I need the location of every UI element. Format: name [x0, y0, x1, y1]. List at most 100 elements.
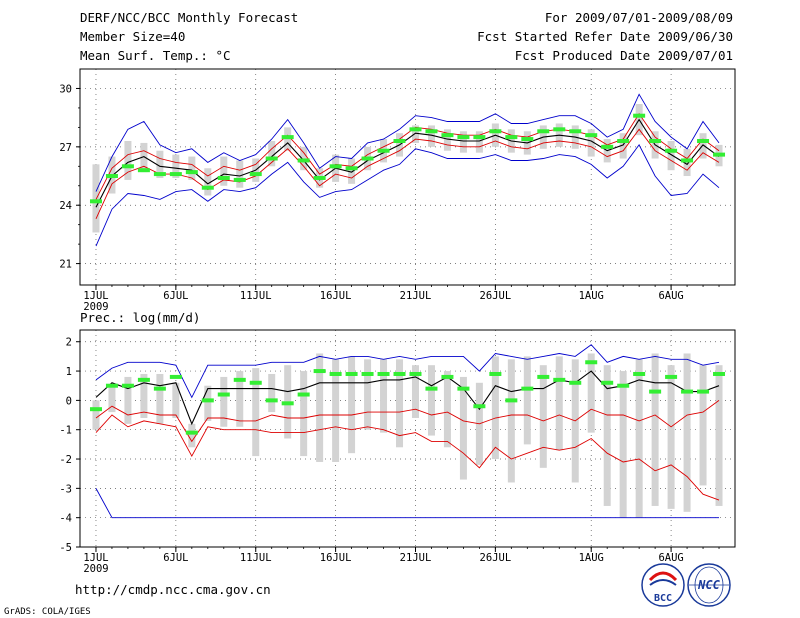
temp-year-label: 2009: [83, 301, 108, 313]
prec-box: [204, 385, 212, 421]
temp-observed-marker: [361, 156, 374, 161]
prec-observed-marker: [681, 389, 694, 394]
prec-observed-marker: [137, 377, 150, 382]
temp-xtick-label: 1JUL: [83, 290, 108, 302]
temp-observed-marker: [649, 139, 662, 143]
prec-observed-marker: [617, 383, 630, 388]
prec-box: [603, 365, 611, 506]
bcc-logo: BCC: [641, 563, 685, 607]
prec-observed-marker: [713, 371, 726, 376]
temp-box: [475, 131, 483, 153]
temp-observed-marker: [489, 129, 502, 134]
prec-observed-marker: [569, 380, 582, 385]
temp-box: [220, 156, 228, 186]
prec-observed-marker: [345, 371, 358, 376]
temp-observed-marker: [281, 135, 294, 140]
prec-xtick-label: 6JUL: [163, 552, 188, 564]
temp-observed-marker: [409, 127, 422, 132]
temp-observed-marker: [473, 135, 486, 140]
temp-xtick-label: 6AUG: [658, 290, 683, 302]
prec-box: [396, 359, 404, 448]
prec-ytick-label: -1: [59, 425, 72, 437]
prec-box: [443, 371, 451, 448]
temp-ytick-label: 21: [59, 259, 72, 271]
temp-observed-marker: [297, 158, 310, 163]
fcst-started-date: Fcst Started Refer Date 2009/06/30: [477, 29, 733, 44]
prec-series-ensemble-max: [95, 344, 720, 399]
prec-box: [683, 353, 691, 512]
temp-observed-marker: [425, 129, 438, 134]
precip-panel-label: Prec.: log(mm/d): [80, 310, 200, 325]
temp-observed-marker: [233, 177, 246, 182]
prec-observed-marker: [201, 398, 214, 403]
temp-observed-marker: [169, 172, 182, 177]
temp-observed-marker: [393, 139, 406, 143]
prec-box: [491, 356, 499, 460]
prec-box: [667, 365, 675, 509]
temp-observed-marker: [105, 174, 118, 179]
temp-series-mean-spread: [95, 112, 720, 200]
temp-box: [124, 141, 132, 180]
prec-observed-marker: [473, 404, 486, 409]
temp-xtick-label: 21JUL: [400, 290, 432, 302]
prec-observed-marker: [393, 371, 406, 376]
prec-xtick-label: 6AUG: [658, 552, 683, 564]
temp-observed-marker: [185, 170, 198, 175]
prec-observed-marker: [537, 374, 550, 379]
temp-observed-marker: [633, 113, 646, 118]
temp-box: [92, 164, 100, 233]
prec-observed-marker: [105, 383, 118, 388]
bcc-logo-text: BCC: [654, 593, 672, 604]
temp-box: [172, 154, 180, 178]
prec-box: [332, 359, 340, 462]
prec-observed-marker: [217, 392, 230, 397]
temp-observed-marker: [217, 175, 230, 180]
temp-observed-marker: [505, 135, 518, 140]
prec-series-ensemble-min: [95, 488, 719, 519]
prec-box: [268, 373, 276, 413]
prec-observed-marker: [233, 377, 246, 382]
temp-box: [268, 141, 276, 167]
temp-observed-marker: [153, 172, 166, 177]
chart-title: DERF/NCC/BCC Monthly Forecast: [80, 10, 298, 25]
temp-ytick-label: 24: [59, 200, 72, 212]
prec-box: [220, 376, 228, 427]
temp-observed-marker: [265, 156, 278, 161]
temp-observed-marker: [313, 175, 326, 180]
prec-box: [587, 353, 595, 433]
prec-observed-marker: [185, 430, 198, 435]
source-url[interactable]: http://cmdp.ncc.cma.gov.cn: [75, 582, 271, 597]
prec-observed-marker: [265, 398, 278, 403]
prec-series-ensemble-mean: [95, 370, 720, 426]
temp-observed-marker: [713, 152, 726, 157]
temp-xtick-label: 16JUL: [320, 290, 352, 302]
prec-box: [539, 365, 547, 468]
ncc-logo: NCC: [687, 563, 731, 607]
temp-box: [411, 125, 419, 143]
prec-xtick-label: 1AUG: [579, 552, 604, 564]
prec-xtick-label: 26JUL: [480, 552, 512, 564]
temp-observed-marker: [457, 135, 470, 140]
prec-observed-marker: [249, 380, 262, 385]
prec-observed-marker: [521, 386, 534, 391]
prec-xtick-label: 21JUL: [400, 552, 432, 564]
prec-ytick-label: 2: [66, 337, 72, 349]
temp-series-ensemble-max: [95, 93, 720, 192]
temp-observed-marker: [377, 148, 390, 153]
prec-box: [699, 365, 707, 486]
temp-xtick-label: 1AUG: [579, 290, 604, 302]
ncc-logo-text: NCC: [697, 578, 720, 592]
temp-observed-marker: [697, 139, 710, 143]
prec-box: [715, 365, 723, 506]
prec-observed-marker: [441, 374, 454, 379]
prec-box: [523, 356, 531, 445]
temp-observed-marker: [345, 166, 358, 171]
prec-observed-marker: [489, 371, 502, 376]
temp-box: [236, 160, 244, 188]
temp-box: [619, 133, 627, 159]
prec-box: [459, 376, 467, 480]
temp-observed-marker: [553, 127, 566, 132]
prec-ytick-label: 1: [66, 366, 72, 378]
forecast-range: For 2009/07/01-2009/08/09: [545, 10, 733, 25]
